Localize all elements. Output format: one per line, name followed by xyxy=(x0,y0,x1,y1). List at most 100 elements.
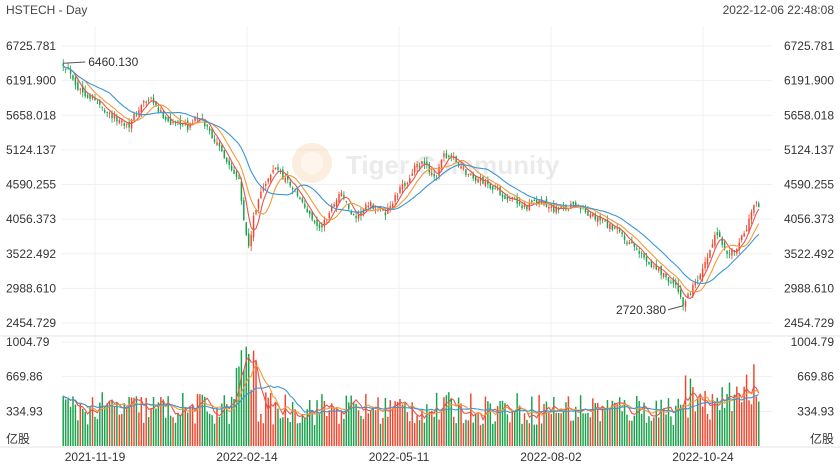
volume-bar xyxy=(233,398,235,446)
volume-bar xyxy=(162,399,165,446)
volume-bar xyxy=(69,406,72,446)
volume-bar xyxy=(406,412,409,446)
volume-bar xyxy=(382,417,384,446)
volume-bar xyxy=(184,407,186,446)
volume-bar xyxy=(311,412,313,446)
volume-bar xyxy=(164,417,167,446)
volume-bar xyxy=(123,403,125,446)
volume-bar xyxy=(282,417,284,446)
candle-body xyxy=(584,206,587,213)
volume-bar xyxy=(701,406,704,446)
volume-bar xyxy=(318,414,321,446)
volume-bar xyxy=(726,394,728,446)
volume-bar xyxy=(213,423,216,446)
candle-body xyxy=(511,197,514,199)
volume-bar xyxy=(152,396,155,446)
candle-body xyxy=(223,150,226,159)
candle-body xyxy=(274,167,277,169)
volume-bar xyxy=(462,423,465,446)
volume-bar xyxy=(489,403,492,446)
candle-body xyxy=(506,196,509,200)
volume-bar xyxy=(172,417,174,446)
price-tick-left: 6725.781 xyxy=(6,39,56,53)
volume-bar xyxy=(704,390,706,446)
watermark-logo-icon xyxy=(292,143,332,183)
candle-body xyxy=(592,213,594,217)
volume-bar xyxy=(560,413,562,446)
volume-bar xyxy=(321,394,323,446)
volume-bar xyxy=(645,422,648,446)
volume-bar xyxy=(247,353,250,446)
candle-body xyxy=(614,227,616,229)
volume-bar xyxy=(267,397,269,446)
volume-bar xyxy=(296,423,299,446)
candle-body xyxy=(714,234,716,246)
candle-body xyxy=(94,97,96,101)
candle-body xyxy=(618,229,621,232)
candle-body xyxy=(684,301,687,307)
volume-bar xyxy=(128,397,130,446)
volume-bar xyxy=(111,399,113,446)
volume-bar xyxy=(575,406,577,446)
price-tick-left: 6191.900 xyxy=(6,74,56,88)
candle-body xyxy=(350,211,352,215)
candle-body xyxy=(333,204,335,207)
grid xyxy=(0,26,840,448)
volume-bar xyxy=(614,402,616,446)
candle-body xyxy=(164,116,167,120)
volume-bar xyxy=(113,406,116,446)
volume-bar xyxy=(396,401,399,446)
volume-bar xyxy=(465,419,467,446)
volume-bar xyxy=(308,400,311,446)
candle-body xyxy=(362,209,365,215)
candle-body xyxy=(533,200,535,201)
candle-body xyxy=(433,173,435,177)
watermark: Tiger Community xyxy=(292,143,560,183)
volume-bar xyxy=(579,395,582,446)
volume-bar xyxy=(445,395,448,446)
candle-body xyxy=(221,145,223,152)
candle-body xyxy=(623,236,626,240)
volume-bar xyxy=(365,393,367,446)
candle-body xyxy=(69,69,72,74)
candle-body xyxy=(182,124,184,126)
volume-bar xyxy=(609,408,611,446)
volume-bar xyxy=(306,409,309,446)
candle-body xyxy=(282,169,284,180)
volume-bar xyxy=(472,422,474,446)
volume-bar xyxy=(355,403,357,446)
candle-body xyxy=(472,173,474,179)
candle-body xyxy=(64,68,67,70)
candle-body xyxy=(416,164,418,168)
volume-bars xyxy=(62,346,760,446)
candle-body xyxy=(670,281,672,283)
candle-body xyxy=(179,119,182,125)
candle-body xyxy=(143,100,145,103)
low-leader-line xyxy=(667,305,684,311)
candle-body xyxy=(553,204,555,212)
volume-bar xyxy=(562,410,565,446)
volume-bar xyxy=(531,396,533,446)
volume-bar xyxy=(138,412,140,446)
candle-body xyxy=(662,273,665,278)
candles xyxy=(62,59,760,312)
candle-body xyxy=(367,205,370,208)
volume-bar xyxy=(511,410,514,446)
candle-body xyxy=(247,233,250,247)
candle-body xyxy=(77,82,79,90)
volume-bar xyxy=(699,395,701,446)
candle-body xyxy=(689,294,692,295)
watermark-text: Tiger Community xyxy=(346,150,560,180)
volume-bar xyxy=(494,421,496,446)
volume-bar xyxy=(404,403,406,446)
volume-bar xyxy=(665,414,667,446)
candle-body xyxy=(318,224,321,228)
volume-bar xyxy=(96,419,99,446)
volume-bar xyxy=(482,423,484,446)
candle-body xyxy=(348,203,350,209)
candle-body xyxy=(160,110,162,112)
price-ma-lines xyxy=(62,65,760,299)
candle-body xyxy=(125,123,128,125)
volume-bar xyxy=(621,411,623,446)
volume-bar xyxy=(692,387,694,446)
